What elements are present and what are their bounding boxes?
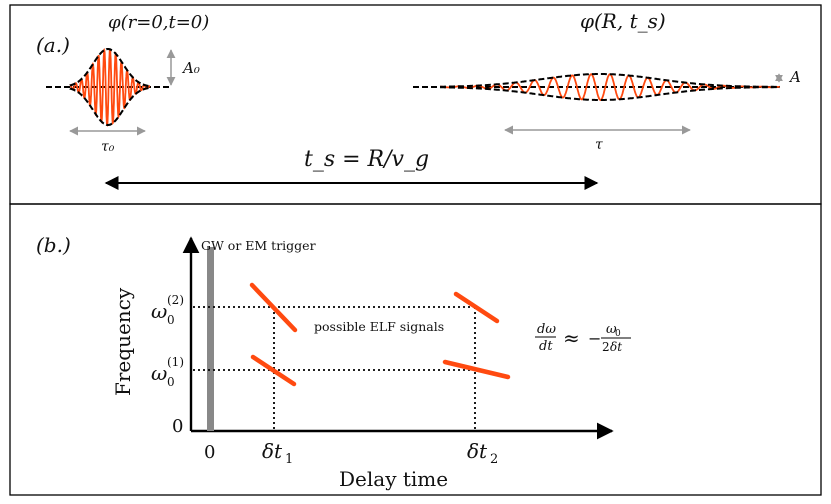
svg-text:0: 0 <box>615 329 621 339</box>
trigger-bar <box>207 247 214 431</box>
signal-segment-upper-early <box>249 282 298 333</box>
svg-text:2: 2 <box>490 452 498 467</box>
trigger-label: GW or EM trigger <box>201 238 316 253</box>
initial-pulse-envelope-bottom <box>69 86 150 126</box>
panel-b-frame <box>9 203 822 496</box>
elf-signals <box>249 282 511 387</box>
travel-time-label: t_s = R/v_g <box>304 147 429 172</box>
svg-text:ω: ω <box>151 361 167 385</box>
signal-segment-lower-late <box>442 359 511 380</box>
panel-a-label: (a.) <box>36 33 70 57</box>
panel-b-label: (b.) <box>36 233 71 257</box>
omega2-label: ω 0 (2) <box>151 293 184 327</box>
svg-text:dt: dt <box>539 339 553 354</box>
final-pulse-label: φ(R, t_s) <box>580 9 666 33</box>
width-final-label: τ <box>595 137 603 153</box>
amplitude-initial-label: A₀ <box>181 59 200 77</box>
final-pulse-envelope-top <box>440 73 780 88</box>
x-axis-label: Delay time <box>339 467 448 491</box>
y-axis-label: Frequency <box>111 287 135 396</box>
amplitude-final-label: A <box>788 68 801 86</box>
svg-text:δt: δt <box>467 439 488 463</box>
svg-text:≈: ≈ <box>563 326 580 350</box>
final-pulse-envelope-bottom <box>440 86 780 101</box>
svg-text:δt: δt <box>610 340 622 354</box>
initial-pulse <box>46 47 170 127</box>
initial-pulse-envelope-top <box>69 48 150 88</box>
svg-text:(2): (2) <box>167 293 184 307</box>
panel-a-frame <box>9 4 822 205</box>
chirp-formula: dω dt ≈ − ω 0 2 δt <box>535 322 631 354</box>
svg-text:1: 1 <box>285 452 293 467</box>
svg-text:2: 2 <box>602 340 610 354</box>
signal-segment-lower-early <box>250 354 297 387</box>
signals-label: possible ELF signals <box>314 319 444 334</box>
svg-text:ω: ω <box>151 299 167 323</box>
svg-text:(1): (1) <box>167 355 184 369</box>
dt2-label: δt 2 <box>467 439 498 467</box>
svg-text:0: 0 <box>167 313 175 327</box>
omega1-label: ω 0 (1) <box>151 355 184 389</box>
svg-text:dω: dω <box>537 322 556 337</box>
svg-text:0: 0 <box>167 375 175 389</box>
width-initial-label: τ₀ <box>101 139 115 155</box>
x-tick-zero: 0 <box>204 442 215 463</box>
initial-pulse-label: φ(r=0,t=0) <box>108 12 209 33</box>
dt1-label: δt 1 <box>262 439 293 467</box>
svg-text:δt: δt <box>262 439 283 463</box>
final-pulse <box>413 73 780 101</box>
y-tick-zero: 0 <box>172 416 183 437</box>
svg-text:−: − <box>588 329 601 348</box>
svg-text:ω: ω <box>606 322 617 337</box>
signal-segment-upper-late <box>453 291 500 324</box>
